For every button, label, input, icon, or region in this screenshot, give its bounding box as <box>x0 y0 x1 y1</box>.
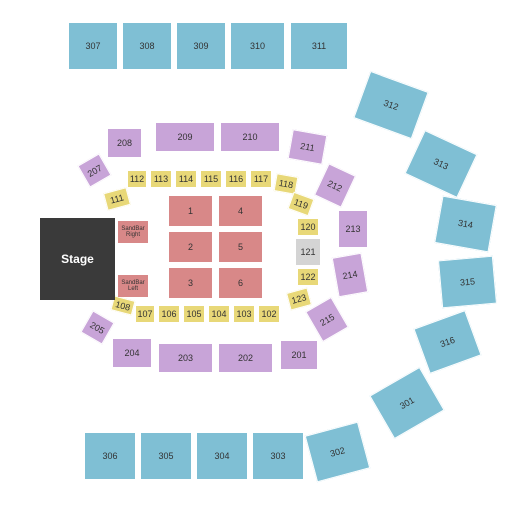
section-300-305[interactable]: 305 <box>140 432 192 480</box>
stage: Stage <box>40 218 115 300</box>
section-300-303[interactable]: 303 <box>252 432 304 480</box>
section-300-312[interactable]: 312 <box>353 71 428 139</box>
section-100-116[interactable]: 116 <box>225 170 247 188</box>
section-100-123[interactable]: 123 <box>286 287 312 310</box>
section-200-210[interactable]: 210 <box>220 122 280 152</box>
floor-section-3[interactable]: 3 <box>168 267 213 299</box>
seating-chart: 3073083093103113123133143153163013023033… <box>0 0 525 525</box>
section-100-120[interactable]: 120 <box>297 218 319 236</box>
section-100-117[interactable]: 117 <box>250 170 272 188</box>
section-300-309[interactable]: 309 <box>176 22 226 70</box>
section-300-313[interactable]: 313 <box>405 130 478 198</box>
section-300-308[interactable]: 308 <box>122 22 172 70</box>
section-300-315[interactable]: 315 <box>438 256 497 309</box>
stage-label: Stage <box>61 252 94 266</box>
section-200-209[interactable]: 209 <box>155 122 215 152</box>
section-300-307[interactable]: 307 <box>68 22 118 70</box>
section-100-102[interactable]: 102 <box>258 305 280 323</box>
floor-section-4[interactable]: 4 <box>218 195 263 227</box>
section-100-105[interactable]: 105 <box>183 305 205 323</box>
section-200-203[interactable]: 203 <box>158 343 213 373</box>
floor-section-6[interactable]: 6 <box>218 267 263 299</box>
section-100-114[interactable]: 114 <box>175 170 197 188</box>
section-200-204[interactable]: 204 <box>112 338 152 368</box>
sandbar-left[interactable]: SandBarLeft <box>118 275 148 297</box>
floor-section-1[interactable]: 1 <box>168 195 213 227</box>
section-200-201[interactable]: 201 <box>280 340 318 370</box>
section-300-304[interactable]: 304 <box>196 432 248 480</box>
section-200-212[interactable]: 212 <box>314 163 356 207</box>
section-300-311[interactable]: 311 <box>290 22 348 70</box>
section-100-112[interactable]: 112 <box>127 170 147 188</box>
floor-section-5[interactable]: 5 <box>218 231 263 263</box>
section-300-306[interactable]: 306 <box>84 432 136 480</box>
section-300-316[interactable]: 316 <box>413 310 481 374</box>
section-300-314[interactable]: 314 <box>434 196 496 253</box>
section-300-310[interactable]: 310 <box>230 22 285 70</box>
section-100-119[interactable]: 119 <box>288 192 315 216</box>
section-200-202[interactable]: 202 <box>218 343 273 373</box>
section-100-107[interactable]: 107 <box>135 305 155 323</box>
section-200-211[interactable]: 211 <box>288 129 328 165</box>
section-200-205[interactable]: 205 <box>80 310 114 344</box>
section-100-106[interactable]: 106 <box>158 305 180 323</box>
section-100-111[interactable]: 111 <box>103 187 131 211</box>
section-200-207[interactable]: 207 <box>77 153 111 187</box>
section-100-113[interactable]: 113 <box>150 170 172 188</box>
section-100-115[interactable]: 115 <box>200 170 222 188</box>
sandbar-right[interactable]: SandBarRight <box>118 221 148 243</box>
section-300-302[interactable]: 302 <box>305 422 371 483</box>
section-300-301[interactable]: 301 <box>369 367 444 439</box>
section-121[interactable]: 121 <box>295 238 321 266</box>
section-100-103[interactable]: 103 <box>233 305 255 323</box>
section-200-214[interactable]: 214 <box>332 253 368 298</box>
section-100-104[interactable]: 104 <box>208 305 230 323</box>
section-200-208[interactable]: 208 <box>107 128 142 158</box>
section-100-122[interactable]: 122 <box>297 268 319 286</box>
section-200-213[interactable]: 213 <box>338 210 368 248</box>
floor-section-2[interactable]: 2 <box>168 231 213 263</box>
